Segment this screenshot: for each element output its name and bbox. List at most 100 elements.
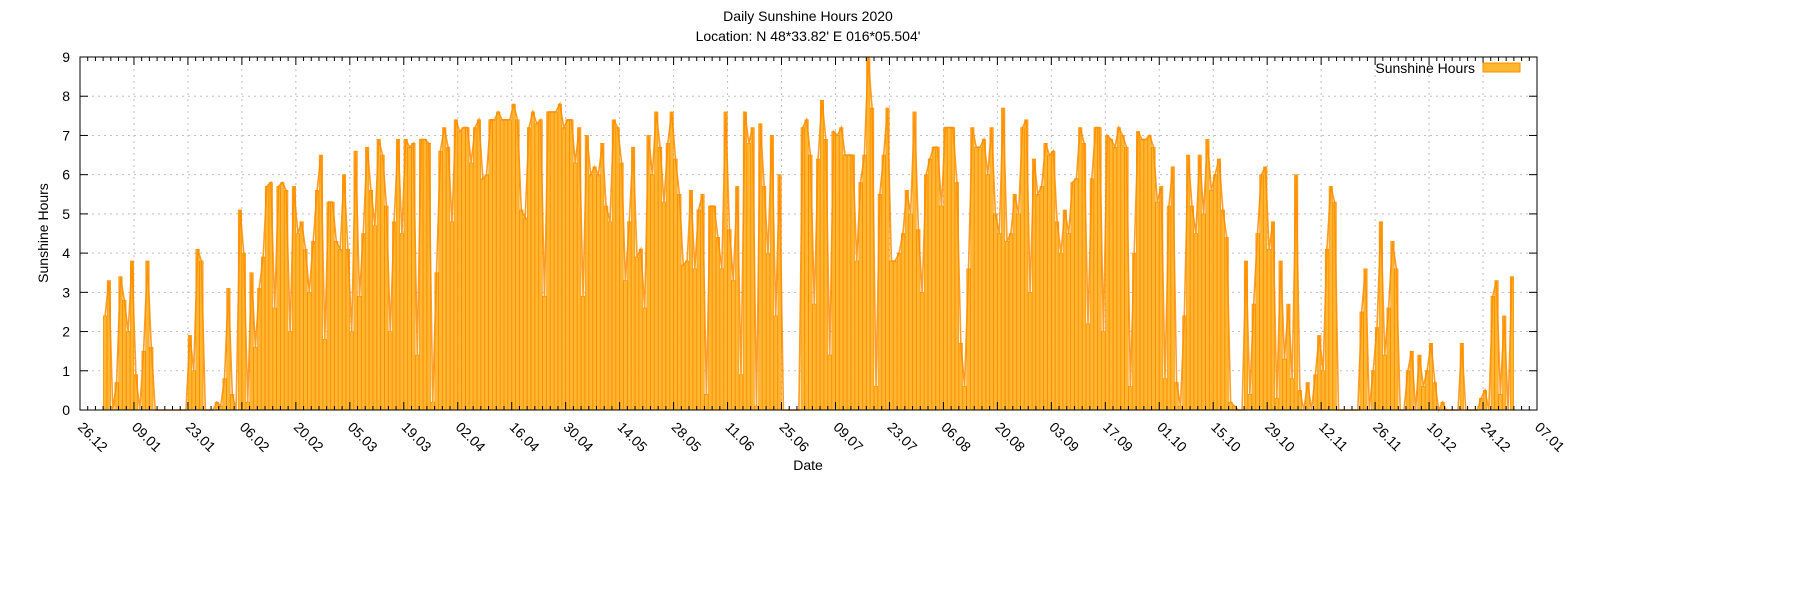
bar: [773, 315, 778, 411]
x-tick-label: 26.11: [1370, 419, 1406, 455]
bar: [476, 119, 481, 411]
bar: [1163, 378, 1168, 411]
x-tick-label: 23.07: [884, 419, 920, 455]
bar: [280, 182, 285, 411]
bar: [704, 394, 709, 411]
bar: [1143, 139, 1148, 411]
bar: [334, 241, 339, 411]
bar: [681, 264, 686, 411]
bar: [488, 119, 493, 411]
bar: [920, 292, 925, 411]
bar: [322, 339, 327, 411]
bar: [288, 331, 293, 411]
x-tick-label: 15.10: [1208, 419, 1244, 455]
bar: [503, 119, 508, 411]
series-line: [104, 56, 1513, 413]
bar: [1043, 142, 1048, 411]
x-tick-label: 03.09: [1046, 419, 1082, 455]
x-tick-label: 12.11: [1316, 419, 1352, 455]
bar: [1498, 394, 1503, 411]
bar: [1074, 178, 1079, 411]
bar: [295, 233, 300, 411]
bar: [480, 178, 485, 411]
bar: [1259, 174, 1264, 411]
bar: [303, 248, 308, 411]
y-tick-label: 7: [62, 127, 70, 143]
bar: [191, 370, 196, 411]
bar: [1193, 233, 1198, 411]
chart-subtitle: Location: N 48*33.82' E 016*05.504': [696, 28, 921, 44]
bar: [492, 119, 497, 411]
x-tick-label: 16.04: [507, 419, 543, 455]
bar: [1282, 358, 1287, 411]
bar: [650, 174, 655, 411]
x-tick-label: 07.01: [1532, 419, 1568, 455]
bar: [1139, 139, 1144, 411]
bar: [862, 154, 867, 411]
bar: [1078, 127, 1083, 411]
bar: [1101, 331, 1106, 411]
bar: [307, 292, 312, 411]
y-tick-label: 6: [62, 167, 70, 183]
y-tick-label: 4: [62, 245, 70, 261]
bar: [469, 162, 474, 411]
bar: [415, 354, 420, 411]
bar: [1109, 139, 1114, 411]
bar: [1189, 205, 1195, 411]
bar: [943, 127, 948, 411]
x-tick-label: 20.08: [992, 419, 1028, 455]
legend-label: Sunshine Hours: [1375, 60, 1475, 76]
x-tick-label: 09.01: [129, 419, 165, 455]
bar: [1382, 354, 1387, 411]
bar: [1128, 386, 1133, 411]
bar: [827, 354, 832, 411]
bar: [1151, 146, 1156, 411]
y-tick-label: 8: [62, 88, 70, 104]
bar: [661, 201, 666, 411]
bar: [977, 146, 983, 411]
bar: [765, 252, 771, 411]
bar: [565, 119, 570, 411]
bar: [253, 346, 258, 411]
bar: [819, 99, 825, 411]
bar: [997, 233, 1002, 411]
y-axis: 0 1 2 3 4 5 6 7 8 9: [62, 49, 1537, 418]
bar: [1008, 233, 1013, 411]
bar: [1120, 135, 1125, 411]
bar: [569, 119, 574, 411]
bar: [407, 146, 412, 411]
bar: [634, 256, 640, 411]
bar: [981, 139, 986, 411]
bar: [727, 229, 732, 411]
bar: [1012, 193, 1017, 411]
bar: [947, 127, 952, 411]
bar: [1028, 292, 1033, 411]
x-tick-label: 24.12: [1478, 419, 1514, 455]
bar: [1035, 193, 1040, 411]
bar: [357, 295, 362, 411]
bar: [665, 142, 670, 411]
bar: [835, 135, 840, 411]
bar: [573, 162, 578, 411]
x-tick-label: 28.05: [668, 419, 704, 455]
x-tick-label: 06.02: [237, 419, 273, 455]
bar: [422, 139, 428, 411]
bar: [388, 331, 393, 411]
bar: [592, 166, 597, 411]
bar: [873, 386, 878, 411]
x-tick-label: 26.12: [75, 419, 111, 455]
bar: [893, 260, 898, 411]
bar: [1290, 378, 1295, 411]
bar: [623, 280, 628, 411]
bar: [1178, 405, 1183, 411]
bar: [1116, 127, 1121, 411]
bar: [685, 260, 690, 411]
bar: [935, 146, 940, 411]
bar: [843, 154, 848, 411]
bar: [715, 237, 720, 411]
bar: [1055, 221, 1060, 411]
bar: [1247, 394, 1252, 411]
bar: [739, 374, 744, 411]
bar: [746, 142, 751, 411]
bar: [1421, 386, 1426, 411]
